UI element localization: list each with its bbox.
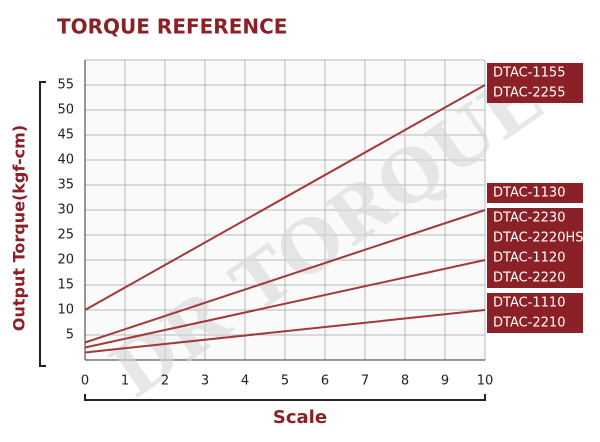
label-box: [487, 248, 583, 288]
x-tick-label: 4: [241, 374, 249, 389]
x-tick-label: 3: [201, 374, 209, 389]
line: [84, 259, 486, 349]
y-axis-label: Output Torque(kgf-cm): [10, 125, 29, 331]
line-label: DTAC-1155: [493, 66, 565, 81]
line-label: DTAC-2220: [493, 271, 565, 286]
line: [84, 309, 486, 354]
x-tick-label: 8: [401, 374, 409, 389]
x-tick-label: 0: [81, 374, 89, 389]
x-tick-label: 9: [441, 374, 449, 389]
line-label: DTAC-1110: [493, 296, 565, 311]
line-label: DTAC-2255: [493, 86, 565, 101]
y-tick-label: 50: [57, 103, 74, 118]
line-label: DTAC-1130: [493, 186, 565, 201]
label-box: [487, 63, 583, 103]
chart-title: TORQUE REFERENCE: [57, 15, 287, 39]
y-bracket: [39, 81, 46, 367]
line: [84, 209, 486, 344]
x-axis-label: Scale: [273, 407, 327, 428]
x-tick-label: 7: [361, 374, 369, 389]
y-tick-label: 20: [57, 253, 74, 268]
label-box: [487, 208, 583, 248]
y-tick-label: 35: [57, 178, 74, 193]
y-tick-label: 10: [57, 303, 74, 318]
y-tick-label: 25: [57, 228, 74, 243]
line-label: DTAC-2230: [493, 211, 565, 226]
line-label: DTAC-2210: [493, 316, 565, 331]
line: [84, 84, 486, 311]
y-tick-label: 40: [57, 153, 74, 168]
y-tick-label: 5: [66, 328, 74, 343]
y-tick-label: 45: [57, 128, 74, 143]
x-tick-label: 2: [161, 374, 169, 389]
line-label: DTAC-1120: [493, 251, 565, 266]
y-tick-label: 55: [57, 78, 74, 93]
x-tick-label: 10: [477, 374, 494, 389]
y-tick-label: 15: [57, 278, 74, 293]
label-box: [487, 293, 583, 333]
x-tick-label: 1: [121, 374, 129, 389]
y-tick-label: 30: [57, 203, 74, 218]
x-bracket: [84, 394, 486, 401]
line-label: DTAC-2220HS: [493, 231, 584, 246]
x-tick-label: 5: [281, 374, 289, 389]
label-box: [487, 183, 583, 203]
x-tick-label: 6: [321, 374, 329, 389]
